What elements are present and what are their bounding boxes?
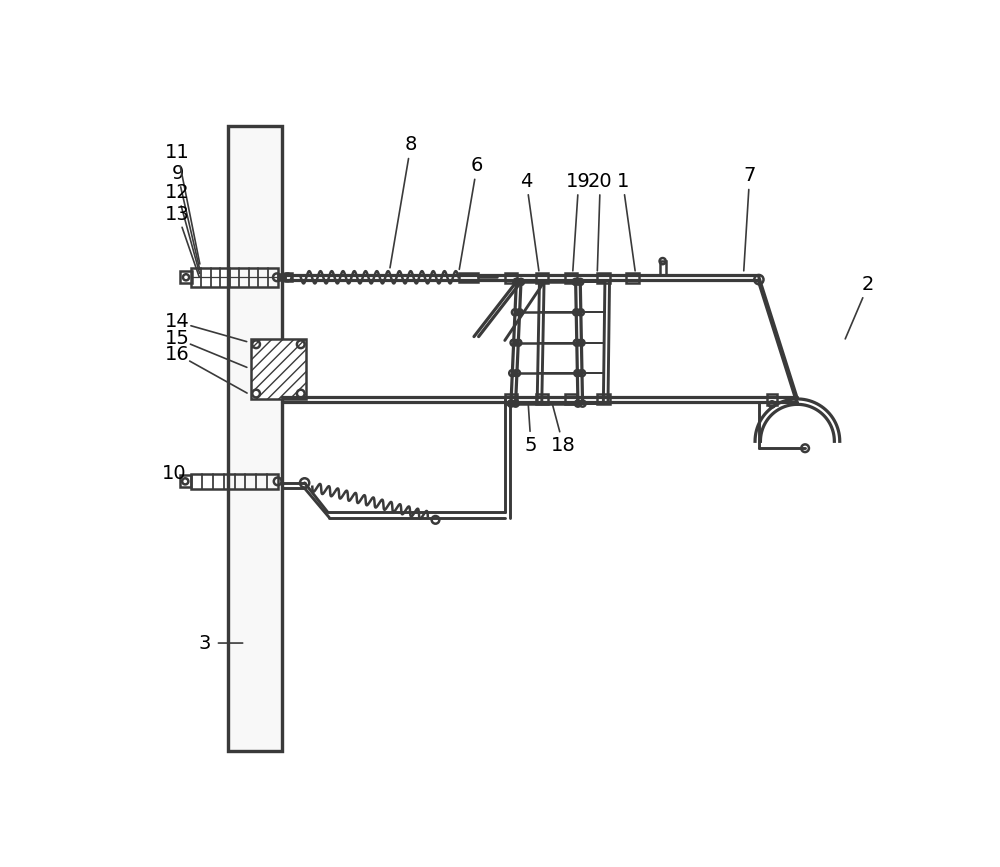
Bar: [180, 271, 192, 284]
Text: 6: 6: [471, 156, 483, 175]
Bar: [228, 126, 282, 751]
Bar: [597, 272, 610, 283]
Bar: [565, 272, 577, 283]
Text: 18: 18: [551, 435, 576, 454]
Bar: [459, 272, 478, 282]
Bar: [505, 394, 517, 403]
Bar: [251, 339, 306, 399]
Bar: [180, 475, 191, 487]
Text: 3: 3: [198, 634, 211, 653]
Bar: [278, 274, 285, 280]
Bar: [536, 394, 548, 403]
Bar: [505, 272, 517, 283]
Text: 1: 1: [616, 172, 629, 191]
Text: 4: 4: [520, 172, 533, 191]
Text: 19: 19: [566, 172, 591, 191]
Bar: [191, 473, 278, 489]
Text: 9: 9: [171, 164, 184, 183]
Text: 12: 12: [165, 183, 190, 202]
Bar: [767, 394, 777, 405]
Text: 10: 10: [161, 464, 186, 483]
Text: 11: 11: [165, 143, 190, 162]
Text: 2: 2: [862, 276, 874, 295]
Bar: [626, 272, 639, 283]
Text: 14: 14: [165, 312, 190, 331]
Bar: [597, 394, 610, 403]
Text: 20: 20: [588, 172, 613, 191]
Bar: [191, 268, 278, 286]
Bar: [565, 394, 577, 403]
Bar: [660, 261, 666, 275]
Bar: [536, 272, 548, 283]
Text: 15: 15: [165, 329, 190, 349]
Text: 5: 5: [525, 435, 537, 454]
Bar: [285, 273, 292, 281]
Bar: [228, 126, 282, 751]
Text: 8: 8: [405, 135, 417, 154]
Text: 13: 13: [165, 205, 190, 224]
Text: 16: 16: [165, 345, 190, 364]
Text: 7: 7: [743, 166, 756, 186]
